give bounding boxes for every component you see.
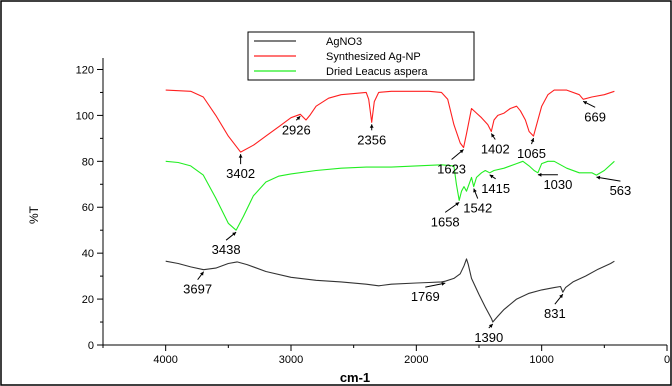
peak-label: 669 [584,109,606,124]
legend: AgNO3 Synthesized Ag-NP Dried Leacus asper… [247,31,475,81]
annotation-arrowhead [473,188,477,193]
annotation-arrow [596,176,621,182]
y-tick-label: 80 [82,156,94,168]
legend-label-2: Dried Leacus aspera [326,66,428,78]
annotation-arrowhead [583,101,588,105]
annotation-arrowhead [488,324,493,328]
annotation-arrowhead [441,281,446,286]
x-axis-label: cm-1 [340,370,370,385]
peak-label: 2356 [357,132,386,147]
y-tick-label: 40 [82,248,94,260]
axes-layer: 0 20 40 60 80 100 120 4000 3000 2000 1000 0 [76,58,670,366]
peak-label: 1415 [481,181,510,196]
x-tick-label: 3000 [279,354,303,366]
peak-label: 3697 [183,282,212,297]
annotation-arrowhead [455,202,460,206]
annotation-arrowhead [530,138,535,143]
peak-label: 2926 [282,122,311,137]
annotation-arrowhead [559,294,563,299]
annotation-arrowhead [596,175,601,180]
peak-label: 563 [610,183,632,198]
annotation-arrowhead [200,271,204,276]
series-line-2 [165,160,615,231]
annotation-arrowhead [369,124,374,128]
annotation-arrowhead [459,149,464,154]
peak-label: 3438 [212,242,241,257]
y-tick-label: 60 [82,202,94,214]
peak-label: 1623 [437,162,466,177]
legend-label-1: Synthesized Ag-NP [326,51,421,63]
y-axis-label: %T [27,205,41,224]
peak-label: 1658 [431,214,460,229]
annotation-arrowhead [232,232,237,236]
annotation-arrowhead [537,172,542,177]
x-tick-label: 0 [664,354,670,366]
annotation-arrowhead [296,116,301,121]
series-line-1 [165,89,615,153]
y-tick-label: 120 [76,64,94,76]
peak-label: 1542 [463,201,492,216]
x-tick-label: 4000 [153,354,177,366]
y-tick-label: 20 [82,294,94,306]
y-tick-label: 0 [88,340,94,352]
peak-label: 1030 [543,177,572,192]
x-tick-label: 2000 [404,354,428,366]
annotation-arrowhead [238,154,243,158]
annotation-arrowhead [491,133,495,138]
peak-label: 1390 [474,330,503,345]
series-layer [165,89,615,323]
x-tick-label: 1000 [529,354,553,366]
peak-label: 3402 [226,166,255,181]
peak-label: 1065 [517,146,546,161]
legend-label-0: AgNO3 [326,36,362,48]
peak-label: 1402 [481,141,510,156]
series-line-0 [165,258,615,323]
peak-label: 831 [544,306,566,321]
annotation-arrowhead [489,174,494,179]
peak-label: 1769 [411,289,440,304]
y-tick-label: 100 [76,110,94,122]
